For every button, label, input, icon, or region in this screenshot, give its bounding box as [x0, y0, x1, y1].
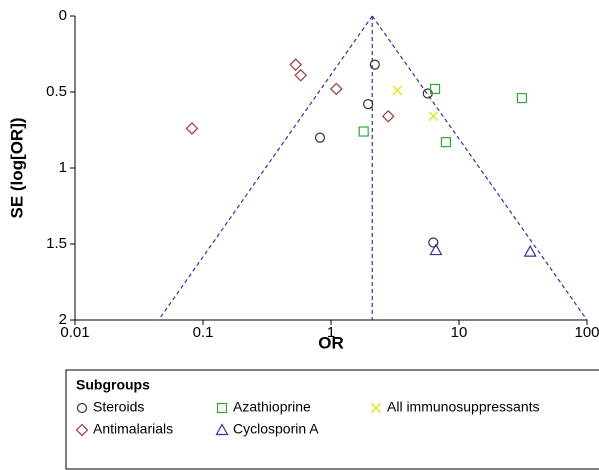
point [516, 92, 527, 104]
legend-label: Antimalarials [93, 421, 173, 437]
point [428, 237, 439, 248]
legend-label: Cyclosporin A [233, 421, 319, 437]
point [440, 137, 451, 148]
legend-marker [216, 402, 228, 414]
point [369, 59, 380, 70]
point [429, 243, 443, 256]
legend-label: Azathioprine [233, 399, 311, 415]
x-tick-label: 10 [451, 324, 468, 341]
x-tick-label: 0.01 [60, 324, 89, 341]
legend-marker [75, 423, 89, 437]
legend-box [65, 369, 599, 470]
point [392, 85, 403, 96]
y-tick-label: 1.5 [46, 235, 67, 252]
y-tick-label: 0 [59, 7, 67, 24]
y-axis-label: SE (log[OR]) [7, 117, 26, 218]
point [294, 68, 308, 82]
point [381, 109, 395, 123]
point [429, 83, 441, 95]
point [363, 99, 374, 110]
point [289, 58, 303, 71]
funnel-line [371, 15, 588, 321]
point [358, 126, 369, 137]
x-axis-label: OR [318, 333, 344, 352]
x-tick-label: 100 [574, 324, 599, 341]
legend-marker [76, 402, 88, 414]
point [185, 122, 199, 135]
point [428, 111, 439, 122]
point [523, 244, 537, 257]
x-tick-label: 1 [327, 324, 335, 341]
legend-marker [370, 402, 382, 414]
legend-title: Subgroups [76, 377, 150, 393]
y-tick-label: 0.5 [46, 83, 67, 100]
point [314, 132, 326, 143]
point [329, 82, 343, 96]
y-tick-label: 1 [59, 159, 67, 176]
legend-marker [215, 423, 229, 436]
y-tick-label: 2 [59, 311, 67, 328]
legend-label: All immunosuppressants [387, 399, 540, 415]
legend-label: Steroids [93, 399, 144, 415]
x-tick-label: 0.1 [193, 324, 214, 341]
funnel-line [158, 15, 373, 321]
